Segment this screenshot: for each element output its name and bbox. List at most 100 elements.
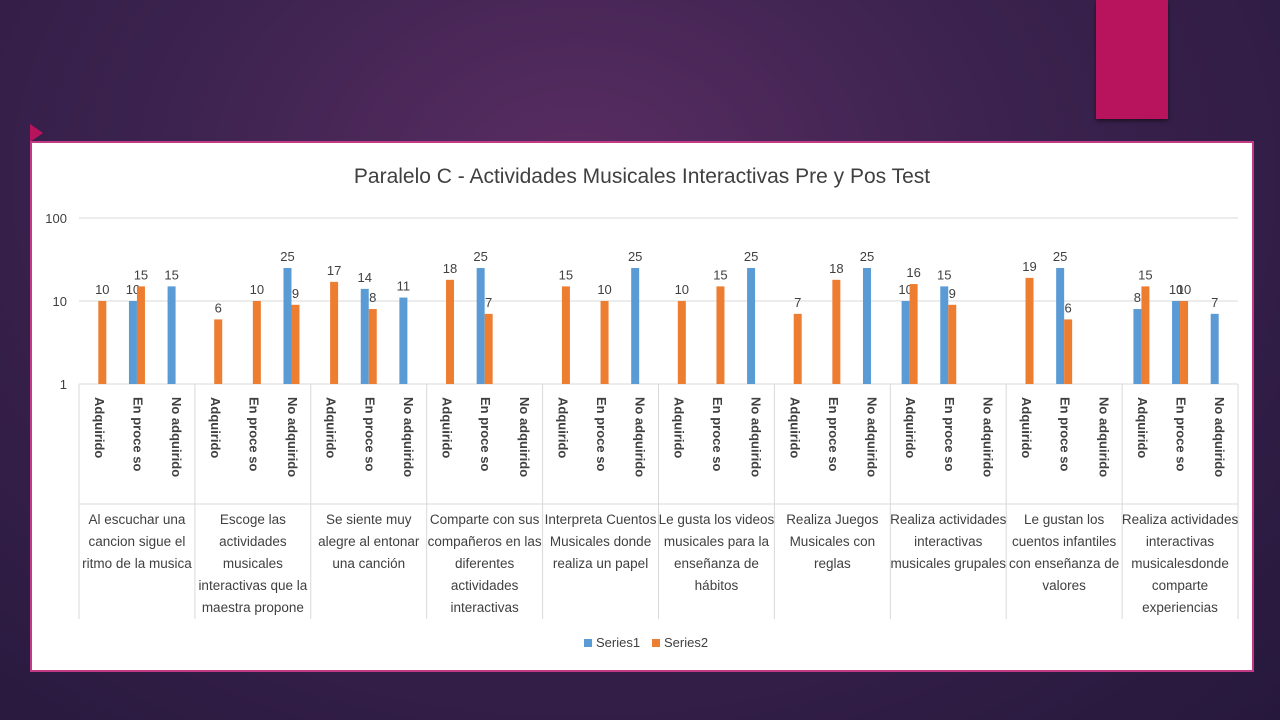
bar-series2 (368, 309, 377, 384)
bar-series1 (360, 288, 369, 384)
y-tick-label: 1 (60, 377, 67, 392)
data-label-series2: 15 (559, 267, 573, 282)
sub-category-label: No adquirido (1096, 397, 1111, 477)
group-label-line: musicalesdonde (1131, 556, 1229, 571)
bar-series1 (476, 267, 485, 384)
group-label-line: actividades (451, 578, 519, 593)
bar-series2 (909, 284, 918, 384)
data-label-series2: 18 (443, 261, 457, 276)
sub-category-label: Adquirido (555, 397, 570, 458)
bar-series2 (1064, 319, 1073, 384)
sub-category-label: En proce so (1058, 397, 1073, 471)
sub-category-label: No adquirido (285, 397, 300, 477)
sub-category-label: En proce so (942, 397, 957, 471)
group-label-line: experiencias (1142, 600, 1218, 615)
group-label-line: interactivas que la (198, 578, 307, 593)
group-label-line: comparte (1152, 578, 1208, 593)
bar-series1 (901, 301, 910, 384)
sub-category-label: Adquirido (324, 397, 339, 458)
sub-category-label: Adquirido (1135, 397, 1150, 458)
legend-swatch-series2 (652, 639, 660, 647)
bar-series2 (677, 301, 686, 384)
group-label-line: con enseñanza de (1009, 556, 1119, 571)
sub-category-label: No adquirido (517, 397, 532, 477)
bar-series1 (747, 267, 756, 384)
group-label-line: Escoge las (220, 512, 286, 527)
data-label-series2: 6 (1065, 300, 1072, 315)
group-label-line: actividades (219, 534, 287, 549)
sub-category-label: Adquirido (671, 397, 686, 458)
group-label-line: Se siente muy (326, 512, 412, 527)
group-label-line: valores (1042, 578, 1086, 593)
data-label-series1: 25 (280, 249, 294, 264)
bar-series2 (330, 281, 339, 384)
group-label-line: una canción (332, 556, 405, 571)
bar-series1 (631, 267, 640, 384)
y-tick-label: 100 (45, 211, 67, 226)
data-label-series2: 10 (95, 282, 109, 297)
sub-category-label: No adquirido (633, 397, 648, 477)
bar-series2 (1025, 277, 1034, 384)
group-label-line: Le gusta los videos (659, 512, 775, 527)
sub-category-label: En proce so (1174, 397, 1189, 471)
sub-category-label: Adquirido (787, 397, 802, 458)
legend-label-series1: Series1 (596, 635, 640, 650)
bar-series1 (940, 286, 949, 384)
bar-series2 (446, 279, 455, 384)
bar-series2 (716, 286, 725, 384)
group-label-line: interactivas (1146, 534, 1215, 549)
bar-series1 (1133, 309, 1142, 384)
bar-series2 (291, 304, 300, 384)
data-label-series1: 11 (397, 279, 411, 294)
group-label-line: cancion sigue el (89, 534, 186, 549)
y-tick-label: 10 (53, 294, 67, 309)
data-label-series1: 25 (628, 249, 642, 264)
sub-category-label: En proce so (131, 397, 146, 471)
group-label-line: maestra propone (202, 600, 304, 615)
sub-category-label: Adquirido (440, 397, 455, 458)
data-label-series1: 15 (937, 267, 951, 282)
data-label-series2: 17 (327, 263, 341, 278)
group-label: Realiza actividades interactivas musicales… (1122, 512, 1239, 615)
sub-category-label: No adquirido (980, 397, 995, 477)
sub-category-label: En proce so (362, 397, 377, 471)
group-label: Interpreta Cuentos Musicales donde realiza… (545, 512, 657, 571)
group-label: Le gusta los videos musicales para la ense… (659, 512, 775, 593)
sub-category-label: No adquirido (401, 397, 416, 477)
group-label-line: cuentos infantiles (1012, 534, 1117, 549)
data-label-series2: 9 (292, 286, 299, 301)
sub-category-label: En proce so (594, 397, 609, 471)
group-label-line: Interpreta Cuentos (545, 512, 657, 527)
bar-series2 (484, 313, 493, 384)
sub-category-label: No adquirido (865, 397, 880, 477)
data-label-series2: 16 (906, 265, 920, 280)
bar-series1 (399, 297, 408, 384)
group-label-line: diferentes (455, 556, 515, 571)
data-label-series1: 25 (860, 249, 874, 264)
data-label-series2: 19 (1022, 259, 1036, 274)
data-label-series1: 10 (126, 282, 140, 297)
bar-series2 (561, 286, 570, 384)
sub-category-label: Adquirido (1019, 397, 1034, 458)
data-label-series2: 7 (485, 295, 492, 310)
group-label-line: realiza un papel (553, 556, 648, 571)
slide-accent-tab (1096, 0, 1168, 119)
group-label: Al escuchar una cancion sigue el ritmo de … (82, 512, 192, 571)
group-label-line: enseñanza de (674, 556, 759, 571)
data-label-series1: 25 (744, 249, 758, 264)
bar-series1 (128, 301, 137, 384)
arrow-bullet-icon (30, 124, 43, 142)
group-label: Realiza Juegos Musicales con reglas (786, 512, 879, 571)
data-label-series2: 15 (134, 267, 148, 282)
bar-series2 (1141, 286, 1150, 384)
group-label-line: interactivas (914, 534, 983, 549)
data-label-series2: 10 (597, 282, 611, 297)
data-label-series2: 8 (369, 290, 376, 305)
group-label-line: reglas (814, 556, 851, 571)
group-label-line: musicales (223, 556, 283, 571)
data-label-series1: 8 (1134, 290, 1141, 305)
group-label-line: ritmo de la musica (82, 556, 192, 571)
group-label: Realiza actividades interactivas musicales… (890, 512, 1007, 571)
chart-title: Paralelo C - Actividades Musicales Inter… (353, 165, 931, 188)
